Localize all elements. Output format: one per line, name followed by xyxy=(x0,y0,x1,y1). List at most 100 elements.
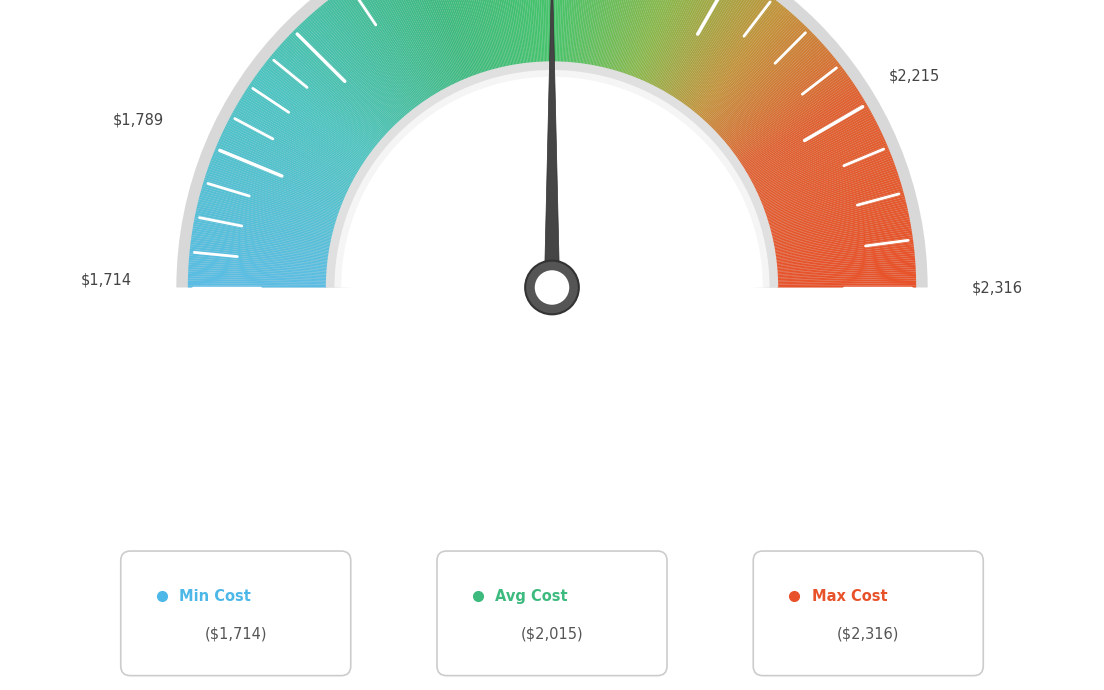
Wedge shape xyxy=(298,26,395,126)
Wedge shape xyxy=(761,151,891,205)
Wedge shape xyxy=(231,114,354,181)
Wedge shape xyxy=(767,181,901,224)
Wedge shape xyxy=(287,37,389,133)
Wedge shape xyxy=(475,0,506,68)
Wedge shape xyxy=(541,0,546,62)
Wedge shape xyxy=(221,135,348,194)
Wedge shape xyxy=(762,153,891,206)
Wedge shape xyxy=(677,0,755,101)
Wedge shape xyxy=(713,33,815,131)
Wedge shape xyxy=(301,22,397,124)
Wedge shape xyxy=(680,0,761,103)
Wedge shape xyxy=(771,199,906,234)
Wedge shape xyxy=(775,235,913,257)
FancyBboxPatch shape xyxy=(120,551,351,676)
Wedge shape xyxy=(641,0,699,81)
Wedge shape xyxy=(584,0,607,65)
Wedge shape xyxy=(764,164,895,213)
Wedge shape xyxy=(588,0,614,66)
Wedge shape xyxy=(764,166,896,214)
Wedge shape xyxy=(756,135,883,194)
Wedge shape xyxy=(648,0,709,84)
Wedge shape xyxy=(210,162,341,211)
Wedge shape xyxy=(736,77,850,159)
Wedge shape xyxy=(381,0,447,89)
Wedge shape xyxy=(650,0,713,86)
Wedge shape xyxy=(529,0,539,63)
Polygon shape xyxy=(544,0,560,306)
Wedge shape xyxy=(466,0,500,69)
Wedge shape xyxy=(667,0,740,95)
Wedge shape xyxy=(205,172,338,218)
Wedge shape xyxy=(263,64,374,150)
Wedge shape xyxy=(193,226,330,251)
Wedge shape xyxy=(320,6,410,114)
Wedge shape xyxy=(669,0,743,96)
Wedge shape xyxy=(749,110,871,179)
Wedge shape xyxy=(280,43,385,137)
Wedge shape xyxy=(777,269,916,277)
Wedge shape xyxy=(323,3,412,112)
Wedge shape xyxy=(774,221,911,248)
Wedge shape xyxy=(484,0,511,66)
Wedge shape xyxy=(743,95,862,169)
Wedge shape xyxy=(383,0,448,88)
Text: ($2,015): ($2,015) xyxy=(521,627,583,642)
Wedge shape xyxy=(244,90,362,167)
Wedge shape xyxy=(190,248,328,265)
Wedge shape xyxy=(509,0,527,64)
Wedge shape xyxy=(615,0,656,72)
Wedge shape xyxy=(666,0,737,94)
Wedge shape xyxy=(284,40,386,135)
Wedge shape xyxy=(349,0,427,101)
Wedge shape xyxy=(195,210,332,241)
Wedge shape xyxy=(697,8,787,116)
Wedge shape xyxy=(188,271,327,279)
Wedge shape xyxy=(379,0,446,90)
Wedge shape xyxy=(236,104,358,175)
Text: $1,789: $1,789 xyxy=(113,112,164,128)
Wedge shape xyxy=(774,228,912,253)
Wedge shape xyxy=(531,0,541,63)
Wedge shape xyxy=(766,172,899,218)
Wedge shape xyxy=(772,208,907,239)
Wedge shape xyxy=(724,52,831,143)
Wedge shape xyxy=(763,158,893,208)
Wedge shape xyxy=(391,0,454,86)
Wedge shape xyxy=(197,206,332,238)
Wedge shape xyxy=(189,265,327,275)
Wedge shape xyxy=(450,0,490,71)
Wedge shape xyxy=(502,0,522,64)
Wedge shape xyxy=(407,0,464,81)
Wedge shape xyxy=(754,128,881,190)
FancyBboxPatch shape xyxy=(753,551,984,676)
Wedge shape xyxy=(635,0,688,79)
Wedge shape xyxy=(574,0,591,63)
Wedge shape xyxy=(719,43,824,137)
Wedge shape xyxy=(293,30,393,129)
Wedge shape xyxy=(758,143,888,199)
Wedge shape xyxy=(699,11,792,117)
Wedge shape xyxy=(774,224,911,250)
Wedge shape xyxy=(357,0,433,97)
Wedge shape xyxy=(222,132,348,193)
Wedge shape xyxy=(599,0,631,68)
Wedge shape xyxy=(202,186,336,226)
Wedge shape xyxy=(273,52,380,143)
Wedge shape xyxy=(731,66,842,152)
Wedge shape xyxy=(258,70,371,154)
Wedge shape xyxy=(194,217,331,246)
Wedge shape xyxy=(749,108,870,178)
Wedge shape xyxy=(191,235,329,257)
Wedge shape xyxy=(232,112,354,180)
Wedge shape xyxy=(773,215,910,244)
Wedge shape xyxy=(336,0,420,106)
Wedge shape xyxy=(548,0,551,62)
Wedge shape xyxy=(473,0,505,68)
Wedge shape xyxy=(771,197,905,233)
Wedge shape xyxy=(389,0,453,86)
Wedge shape xyxy=(762,155,892,207)
Wedge shape xyxy=(710,28,809,128)
Wedge shape xyxy=(708,23,805,126)
Wedge shape xyxy=(729,61,838,148)
